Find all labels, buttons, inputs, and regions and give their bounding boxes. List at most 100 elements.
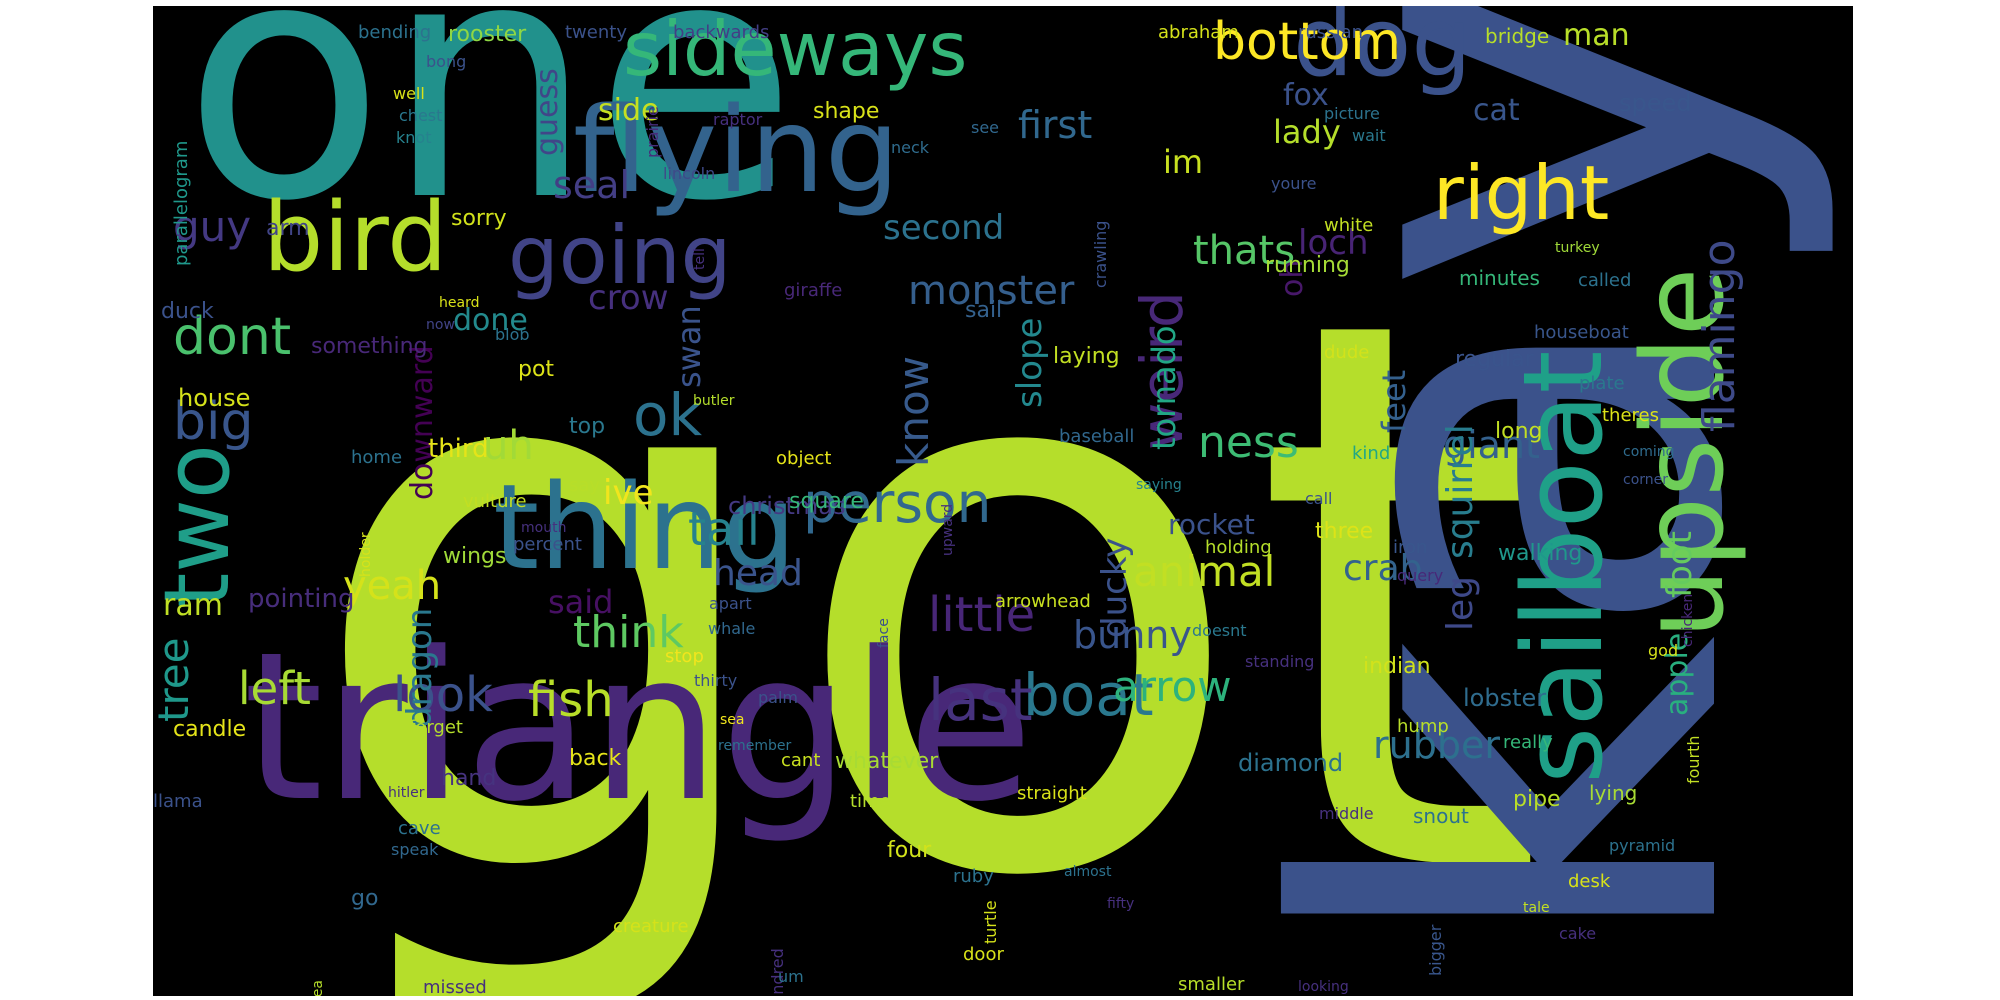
cloud-word: raptor [713, 110, 763, 129]
cloud-word: cat [1473, 93, 1520, 128]
cloud-word: youre [1271, 174, 1317, 193]
cloud-word: something [311, 334, 428, 359]
cloud-word: pointing [248, 584, 355, 614]
cloud-word: two [153, 444, 250, 608]
cloud-word: doesnt [1192, 621, 1247, 640]
cloud-word: fish [528, 672, 614, 728]
cloud-word: little [928, 587, 1036, 643]
cloud-word: walking [1498, 541, 1583, 566]
cloud-word: tale [1523, 900, 1550, 916]
cloud-word: speak [391, 840, 439, 859]
cloud-word: said [548, 583, 614, 621]
cloud-word: white [1324, 215, 1374, 236]
cloud-word: fox [1283, 78, 1329, 113]
cloud-word: foot [1660, 530, 1700, 598]
cloud-word: bunny [1073, 613, 1192, 657]
cloud-word: pyramid [1609, 836, 1676, 855]
cloud-word: seal [553, 163, 631, 207]
cloud-word: kind [1352, 443, 1391, 464]
cloud-word: holder [358, 532, 374, 578]
cloud-word: time [850, 791, 891, 812]
cloud-word: baseball [1059, 426, 1135, 447]
cloud-word: back [569, 746, 622, 771]
cloud-word: house [178, 384, 251, 412]
cloud-word: see [971, 118, 1000, 137]
cloud-word: go [351, 886, 379, 911]
cloud-word: arrowhead [995, 591, 1091, 612]
cloud-word: guy [173, 202, 252, 251]
cloud-word: face [876, 617, 892, 648]
cloud-word: butler [693, 393, 735, 409]
cloud-word: know [889, 355, 938, 467]
cloud-word: fifty [1107, 896, 1135, 912]
cloud-word: bird [263, 183, 448, 293]
cloud-word: tail [688, 502, 760, 556]
cloud-word: long [1495, 419, 1543, 444]
cloud-word: russian [1298, 22, 1364, 43]
cloud-word: llama [153, 791, 203, 812]
cloud-word: upward [940, 504, 956, 557]
cloud-word: loch [1298, 223, 1369, 263]
cloud-word: uh [483, 423, 534, 469]
cloud-word: three [1315, 519, 1374, 544]
cloud-word: lincoln [663, 164, 716, 183]
cloud-word: right [1433, 149, 1610, 237]
cloud-word: rooster [448, 22, 527, 47]
cloud-word: um [778, 967, 804, 986]
cloud-word: picture [1324, 104, 1380, 123]
cloud-word: laying [1053, 344, 1120, 369]
cloud-word: heard [439, 295, 480, 311]
cloud-word: flamingo [1694, 239, 1745, 433]
cloud-word: top [569, 414, 606, 439]
cloud-word: chest [399, 106, 443, 125]
cloud-word: speed [1619, 89, 1692, 117]
cloud-word: backwards [673, 22, 770, 43]
cloud-word: mouth [521, 520, 567, 536]
cloud-word: im [1163, 143, 1204, 181]
cloud-word: straight [1017, 783, 1087, 804]
cloud-word: crab [1343, 548, 1423, 589]
cloud-word: say [569, 475, 601, 496]
cloud-word: missed [423, 977, 487, 997]
cloud-word: remember [718, 738, 792, 754]
cloud-word: ness [1198, 417, 1299, 468]
cloud-word: desk [1568, 871, 1611, 892]
cloud-word: sail [965, 298, 1003, 323]
cloud-word: knot [396, 128, 432, 147]
cloud-word: hitler [388, 785, 425, 801]
cloud-word: plate [1579, 373, 1625, 394]
cloud-word: hand [441, 766, 497, 791]
cloud-word: four [887, 838, 932, 863]
cloud-word: wait [1352, 126, 1386, 145]
cloud-word: sea [720, 712, 745, 728]
cloud-word: standing [1245, 652, 1315, 671]
cloud-word: rocket [1168, 508, 1255, 541]
cloud-word: corner [1623, 472, 1669, 488]
cloud-word: third [428, 434, 489, 464]
cloud-word: ok [633, 381, 703, 449]
cloud-word: looking [1298, 979, 1349, 995]
cloud-word: going [508, 209, 732, 302]
cloud-word: home [351, 447, 403, 468]
cloud-word: apart [709, 594, 752, 613]
cloud-word: done [453, 303, 528, 338]
cloud-word: whatever [835, 749, 939, 774]
cloud-word: candle [173, 717, 247, 742]
cloud-word: stop [665, 646, 704, 667]
cloud-word: prairie [643, 106, 662, 159]
cloud-word: tree [153, 637, 198, 722]
cloud-word: minutes [1459, 266, 1540, 290]
cloud-word: thirty [694, 671, 738, 690]
word-cloud: got okay one triangle thing flying sailboat ups… [153, 6, 1853, 996]
cloud-word: squirrel [1440, 424, 1481, 559]
cloud-word: called [1578, 270, 1632, 291]
cloud-word: big [173, 392, 254, 452]
cloud-word: well [393, 84, 425, 103]
cloud-word: query [1397, 566, 1444, 585]
cloud-word: bottom [1213, 12, 1402, 72]
cloud-word: really [1503, 732, 1553, 753]
cloud-word: bong [426, 52, 467, 71]
cloud-word: bigger [1426, 924, 1445, 976]
cloud-word: lobster [1463, 684, 1547, 712]
cloud-word: twenty [565, 22, 627, 43]
